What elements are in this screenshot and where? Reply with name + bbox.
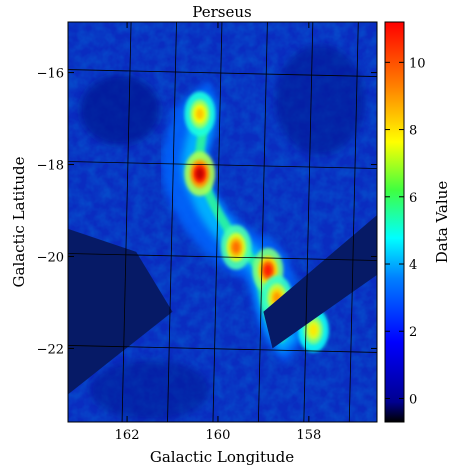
x-tick-label: 158 [296,428,321,443]
grid-longitude-line [121,22,132,422]
grid-latitude-line [68,161,377,169]
x-tick-label: 160 [206,428,231,443]
grid-longitude-line [257,22,268,422]
emission-peak-tail [309,324,318,336]
colorbar-tick-label: 0 [409,392,417,407]
dark-region [275,45,365,155]
y-tick-label: −20 [37,250,64,265]
emission-peak-ridge-south [264,264,272,276]
grid-longitude-line [303,22,314,422]
y-tick-label: −16 [37,67,64,82]
coordinate-grid [68,22,377,422]
colorbar-tick-label: 6 [409,191,417,206]
grid-longitude-line [167,22,177,422]
axis-ticks: 162 160 158 −16 −18 −20 −22 [37,22,377,443]
grid-latitude-line [68,345,377,353]
colorbar-ticks: 0 2 4 6 8 10 [385,56,426,407]
dark-region [80,75,160,145]
masked-regions [68,215,377,395]
x-tick-label: 162 [115,428,140,443]
colorbar-frame [384,21,405,423]
colorbar-label: Data Value [433,181,451,264]
masked-region-right-strip [263,215,377,349]
y-axis-label: Galactic Latitude [10,156,28,287]
x-axis-label: Galactic Longitude [150,448,294,466]
emission-peak-ridge-mid [232,241,240,253]
grid-longitude-line [348,22,359,422]
colorbar-tick-label: 10 [409,56,426,71]
y-tick-label: −18 [37,159,64,174]
masked-region-left-wedge [68,228,173,395]
emission-peak-peak-north [195,108,204,120]
chart-title: Perseus [192,3,251,21]
grid-latitude-line [68,69,377,77]
grid-latitude-line [68,253,377,261]
colorbar-tick-label: 4 [409,258,417,273]
grid-longitude-line [212,22,223,422]
heatmap-image [68,22,377,422]
colorbar [385,22,404,422]
plot-frame [67,21,378,423]
colorbar-tick-label: 2 [409,325,417,340]
dark-region [90,360,210,420]
y-tick-label: −22 [37,342,64,357]
colorbar-tick-label: 8 [409,124,417,139]
emission-peak-peak-main [195,168,204,180]
